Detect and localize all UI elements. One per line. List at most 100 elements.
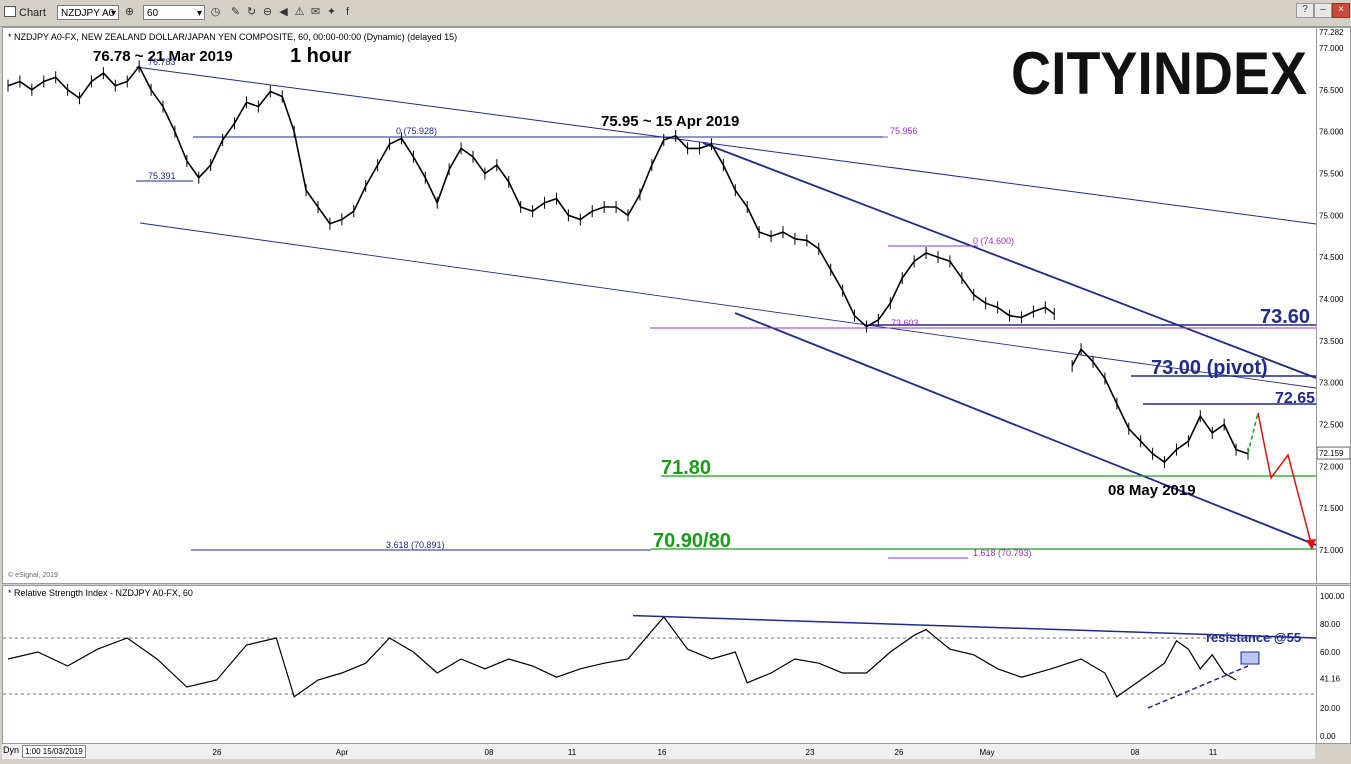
twitter-icon[interactable]: ✦ bbox=[326, 6, 337, 18]
chart-annotation: 75.391 bbox=[148, 171, 176, 181]
rsi-tick-label: 60.00 bbox=[1320, 648, 1341, 657]
price-tick-label: 72.500 bbox=[1319, 421, 1344, 430]
facebook-icon[interactable]: f bbox=[345, 6, 350, 18]
price-tick-label: 71.500 bbox=[1319, 504, 1344, 513]
chart-annotation: 72.65 bbox=[1275, 390, 1315, 407]
chart-annotation: 73.00 (pivot) bbox=[1151, 357, 1268, 379]
chart-annotation: 70.90/80 bbox=[653, 530, 731, 552]
rsi-resistance-box bbox=[1240, 651, 1260, 665]
date-tick-label: 08 bbox=[485, 748, 494, 757]
chart-annotation: 75.956 bbox=[890, 126, 918, 136]
link-icon[interactable]: ⊕ bbox=[124, 6, 135, 18]
chart-annotation: 75.95 ~ 15 Apr 2019 bbox=[601, 113, 739, 130]
date-tick-label: Apr bbox=[336, 748, 349, 757]
trend-line bbox=[135, 66, 1316, 225]
chart-header: * NZDJPY A0-FX, NEW ZEALAND DOLLAR/JAPAN… bbox=[8, 32, 457, 42]
date-tick-label: 11 bbox=[1209, 748, 1218, 757]
rsi-support-line bbox=[1147, 665, 1249, 709]
price-tick-label: 71.000 bbox=[1319, 546, 1344, 555]
chart-annotation: 76.783 bbox=[148, 57, 176, 67]
chart-annotation: 0 (75.928) bbox=[396, 126, 437, 136]
chart-annotation: 73.60 bbox=[1260, 306, 1310, 328]
chevron-down-icon: ▾ bbox=[110, 8, 116, 19]
symbol-input[interactable]: NZDJPY A0 ▾ bbox=[57, 5, 119, 20]
date-tick-label: 16 bbox=[658, 748, 667, 757]
trend-line bbox=[702, 142, 1316, 379]
projection-down bbox=[1257, 412, 1312, 544]
price-line bbox=[7, 64, 1055, 328]
back-icon[interactable]: ◀ bbox=[279, 6, 288, 18]
chart-icon bbox=[4, 6, 16, 17]
range-label[interactable]: 1:00 15/03/2019 bbox=[22, 745, 86, 758]
rsi-resistance-line bbox=[632, 614, 1316, 639]
close-button[interactable]: × bbox=[1332, 3, 1350, 18]
chevron-down-icon: ▾ bbox=[196, 8, 202, 19]
price-axis-svg: 77.282 77.000 76.500 76.000 75.500 75.000 74.5… bbox=[1316, 28, 1351, 555]
price-tick-label: 75.500 bbox=[1319, 170, 1344, 179]
rsi-axis[interactable]: 100.00 80.00 60.00 41.16 20.00 0.00 bbox=[1316, 585, 1351, 744]
date-tick-label: 26 bbox=[895, 748, 904, 757]
timeframe-label: 1 hour bbox=[290, 45, 351, 67]
minus-circle-icon[interactable]: ⊖ bbox=[262, 6, 273, 18]
minimize-button[interactable]: – bbox=[1314, 3, 1332, 18]
price-tick-label: 76.500 bbox=[1319, 86, 1344, 95]
date-tick-label: May bbox=[979, 748, 994, 757]
trend-line bbox=[734, 312, 1316, 546]
price-tick-label: 72.000 bbox=[1319, 462, 1344, 471]
chart-annotation: 76.78 ~ 21 Mar 2019 bbox=[93, 48, 233, 65]
price-tick-label: 75.000 bbox=[1319, 211, 1344, 220]
rsi-tick-label: 20.00 bbox=[1320, 704, 1341, 713]
date-tick-label: 26 bbox=[213, 748, 222, 757]
price-tick-label: 74.500 bbox=[1319, 253, 1344, 262]
chart-annotation: 0 (74.600) bbox=[973, 236, 1014, 246]
rsi-tick-label: 41.16 bbox=[1320, 674, 1341, 683]
symbol-value: NZDJPY A0 bbox=[61, 8, 115, 19]
rsi-chart: * Relative Strength Index - NZDJPY A0-FX… bbox=[3, 588, 1316, 709]
date-tick-label: 08 bbox=[1131, 748, 1140, 757]
trend-line bbox=[139, 222, 1316, 389]
chart-annotation: 71.80 bbox=[661, 457, 711, 479]
price-axis[interactable]: 77.282 77.000 76.500 76.000 75.500 75.000 74.5… bbox=[1316, 27, 1351, 584]
rsi-axis-svg: 100.00 80.00 60.00 41.16 20.00 0.00 bbox=[1320, 592, 1345, 741]
logo-text: CITYINDEX bbox=[1011, 40, 1307, 107]
clock-icon[interactable]: ◷ bbox=[210, 6, 221, 18]
alert-icon[interactable]: ⚠ bbox=[294, 6, 305, 18]
interval-value: 60 bbox=[147, 8, 159, 19]
refresh-icon[interactable]: ↻ bbox=[246, 6, 257, 18]
date-tick-label: 11 bbox=[568, 748, 577, 757]
rsi-tick-label: 100.00 bbox=[1320, 592, 1345, 601]
rsi-line bbox=[7, 616, 1237, 698]
price-chart-panel[interactable]: * NZDJPY A0-FX, NEW ZEALAND DOLLAR/JAPAN… bbox=[2, 27, 1317, 584]
date-axis-svg: 26 Apr 08 11 16 23 26 May 08 11 bbox=[213, 748, 1218, 757]
date-tick-label: 23 bbox=[806, 748, 815, 757]
price-tick-label: 73.500 bbox=[1319, 337, 1344, 346]
price-tick-label: 72.159 bbox=[1319, 449, 1344, 458]
mail-icon[interactable]: ✉ bbox=[310, 6, 321, 18]
projection-arrowhead bbox=[1306, 539, 1316, 550]
rsi-tick-label: 80.00 bbox=[1320, 620, 1341, 629]
price-chart: * NZDJPY A0-FX, NEW ZEALAND DOLLAR/JAPAN… bbox=[7, 32, 1316, 579]
price-tick-label: 76.000 bbox=[1319, 128, 1344, 137]
chart-annotation: 1.618 (70.793) bbox=[973, 548, 1032, 558]
help-button[interactable]: ? bbox=[1296, 3, 1314, 18]
rsi-panel[interactable]: * Relative Strength Index - NZDJPY A0-FX… bbox=[2, 585, 1317, 744]
dyn-label: Dyn bbox=[3, 745, 20, 755]
interval-input[interactable]: 60 ▾ bbox=[143, 5, 205, 20]
pencil-icon[interactable]: ✎ bbox=[230, 6, 241, 18]
projection-up bbox=[1247, 412, 1259, 454]
source-credit: © eSignal, 2019 bbox=[8, 571, 58, 579]
price-tick-label: 77.000 bbox=[1319, 44, 1344, 53]
rsi-header: * Relative Strength Index - NZDJPY A0-FX… bbox=[8, 588, 193, 598]
price-line-2 bbox=[1071, 347, 1249, 464]
rsi-tick-label: 0.00 bbox=[1320, 732, 1336, 741]
chart-annotation: 08 May 2019 bbox=[1108, 482, 1196, 499]
toolbar: Chart NZDJPY A0 ▾ ⊕ 60 ▾ ◷ ✎ ↻ ⊖ ◀ ⚠ ✉ ✦ f… bbox=[0, 0, 1351, 27]
date-axis[interactable]: 26 Apr 08 11 16 23 26 May 08 11 bbox=[2, 743, 1315, 759]
price-tick-label: 73.000 bbox=[1319, 379, 1344, 388]
price-tick-label: 77.282 bbox=[1319, 28, 1344, 37]
price-tick-label: 74.000 bbox=[1319, 295, 1344, 304]
chart-title-label: Chart bbox=[19, 7, 46, 19]
rsi-resistance-label: resistance @55 bbox=[1206, 630, 1301, 645]
chart-annotation: 73.603 bbox=[891, 318, 919, 328]
cityindex-logo: CITYINDEX bbox=[1011, 40, 1307, 107]
